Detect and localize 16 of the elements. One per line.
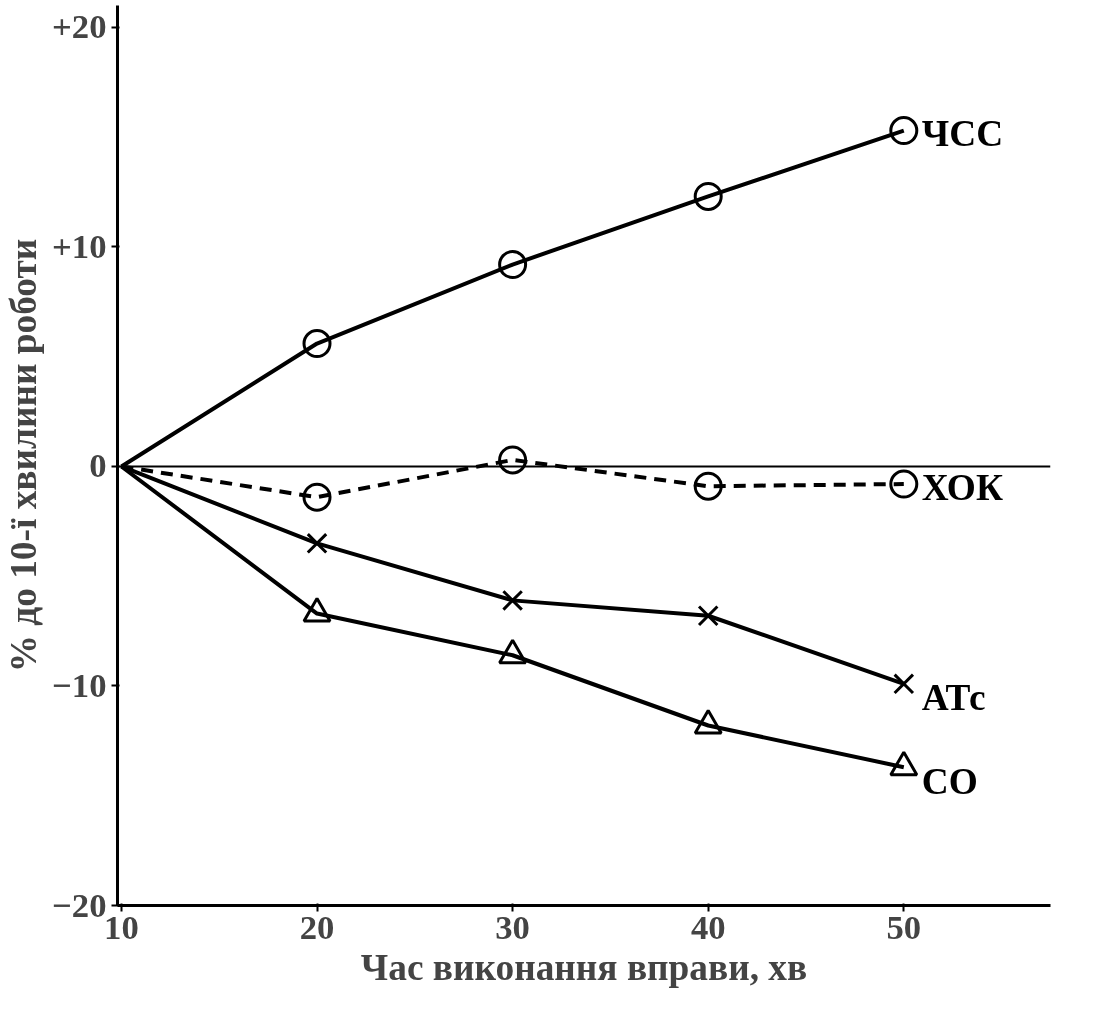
y-tick-label: +10 — [52, 226, 107, 265]
x-axis-title: Час виконання вправи, хв — [360, 946, 808, 988]
y-tick-label: +20 — [52, 7, 107, 46]
x-tick-label: 40 — [690, 907, 726, 946]
x-tick-label: 50 — [886, 907, 922, 946]
y-axis-title: % до 10-ї хвилини роботи — [3, 238, 45, 673]
y-tick-label: −10 — [52, 665, 107, 704]
series-label: ХОК — [921, 466, 1003, 508]
y-tick-label: −20 — [52, 885, 107, 924]
series-label: СО — [921, 760, 978, 802]
x-tick-label: 10 — [104, 907, 139, 946]
y-tick-label: 0 — [89, 446, 107, 485]
series-label: АТс — [921, 677, 986, 719]
x-tick-label: 30 — [495, 907, 530, 946]
x-tick-label: 20 — [299, 907, 335, 946]
series-label: ЧСС — [921, 113, 1004, 155]
